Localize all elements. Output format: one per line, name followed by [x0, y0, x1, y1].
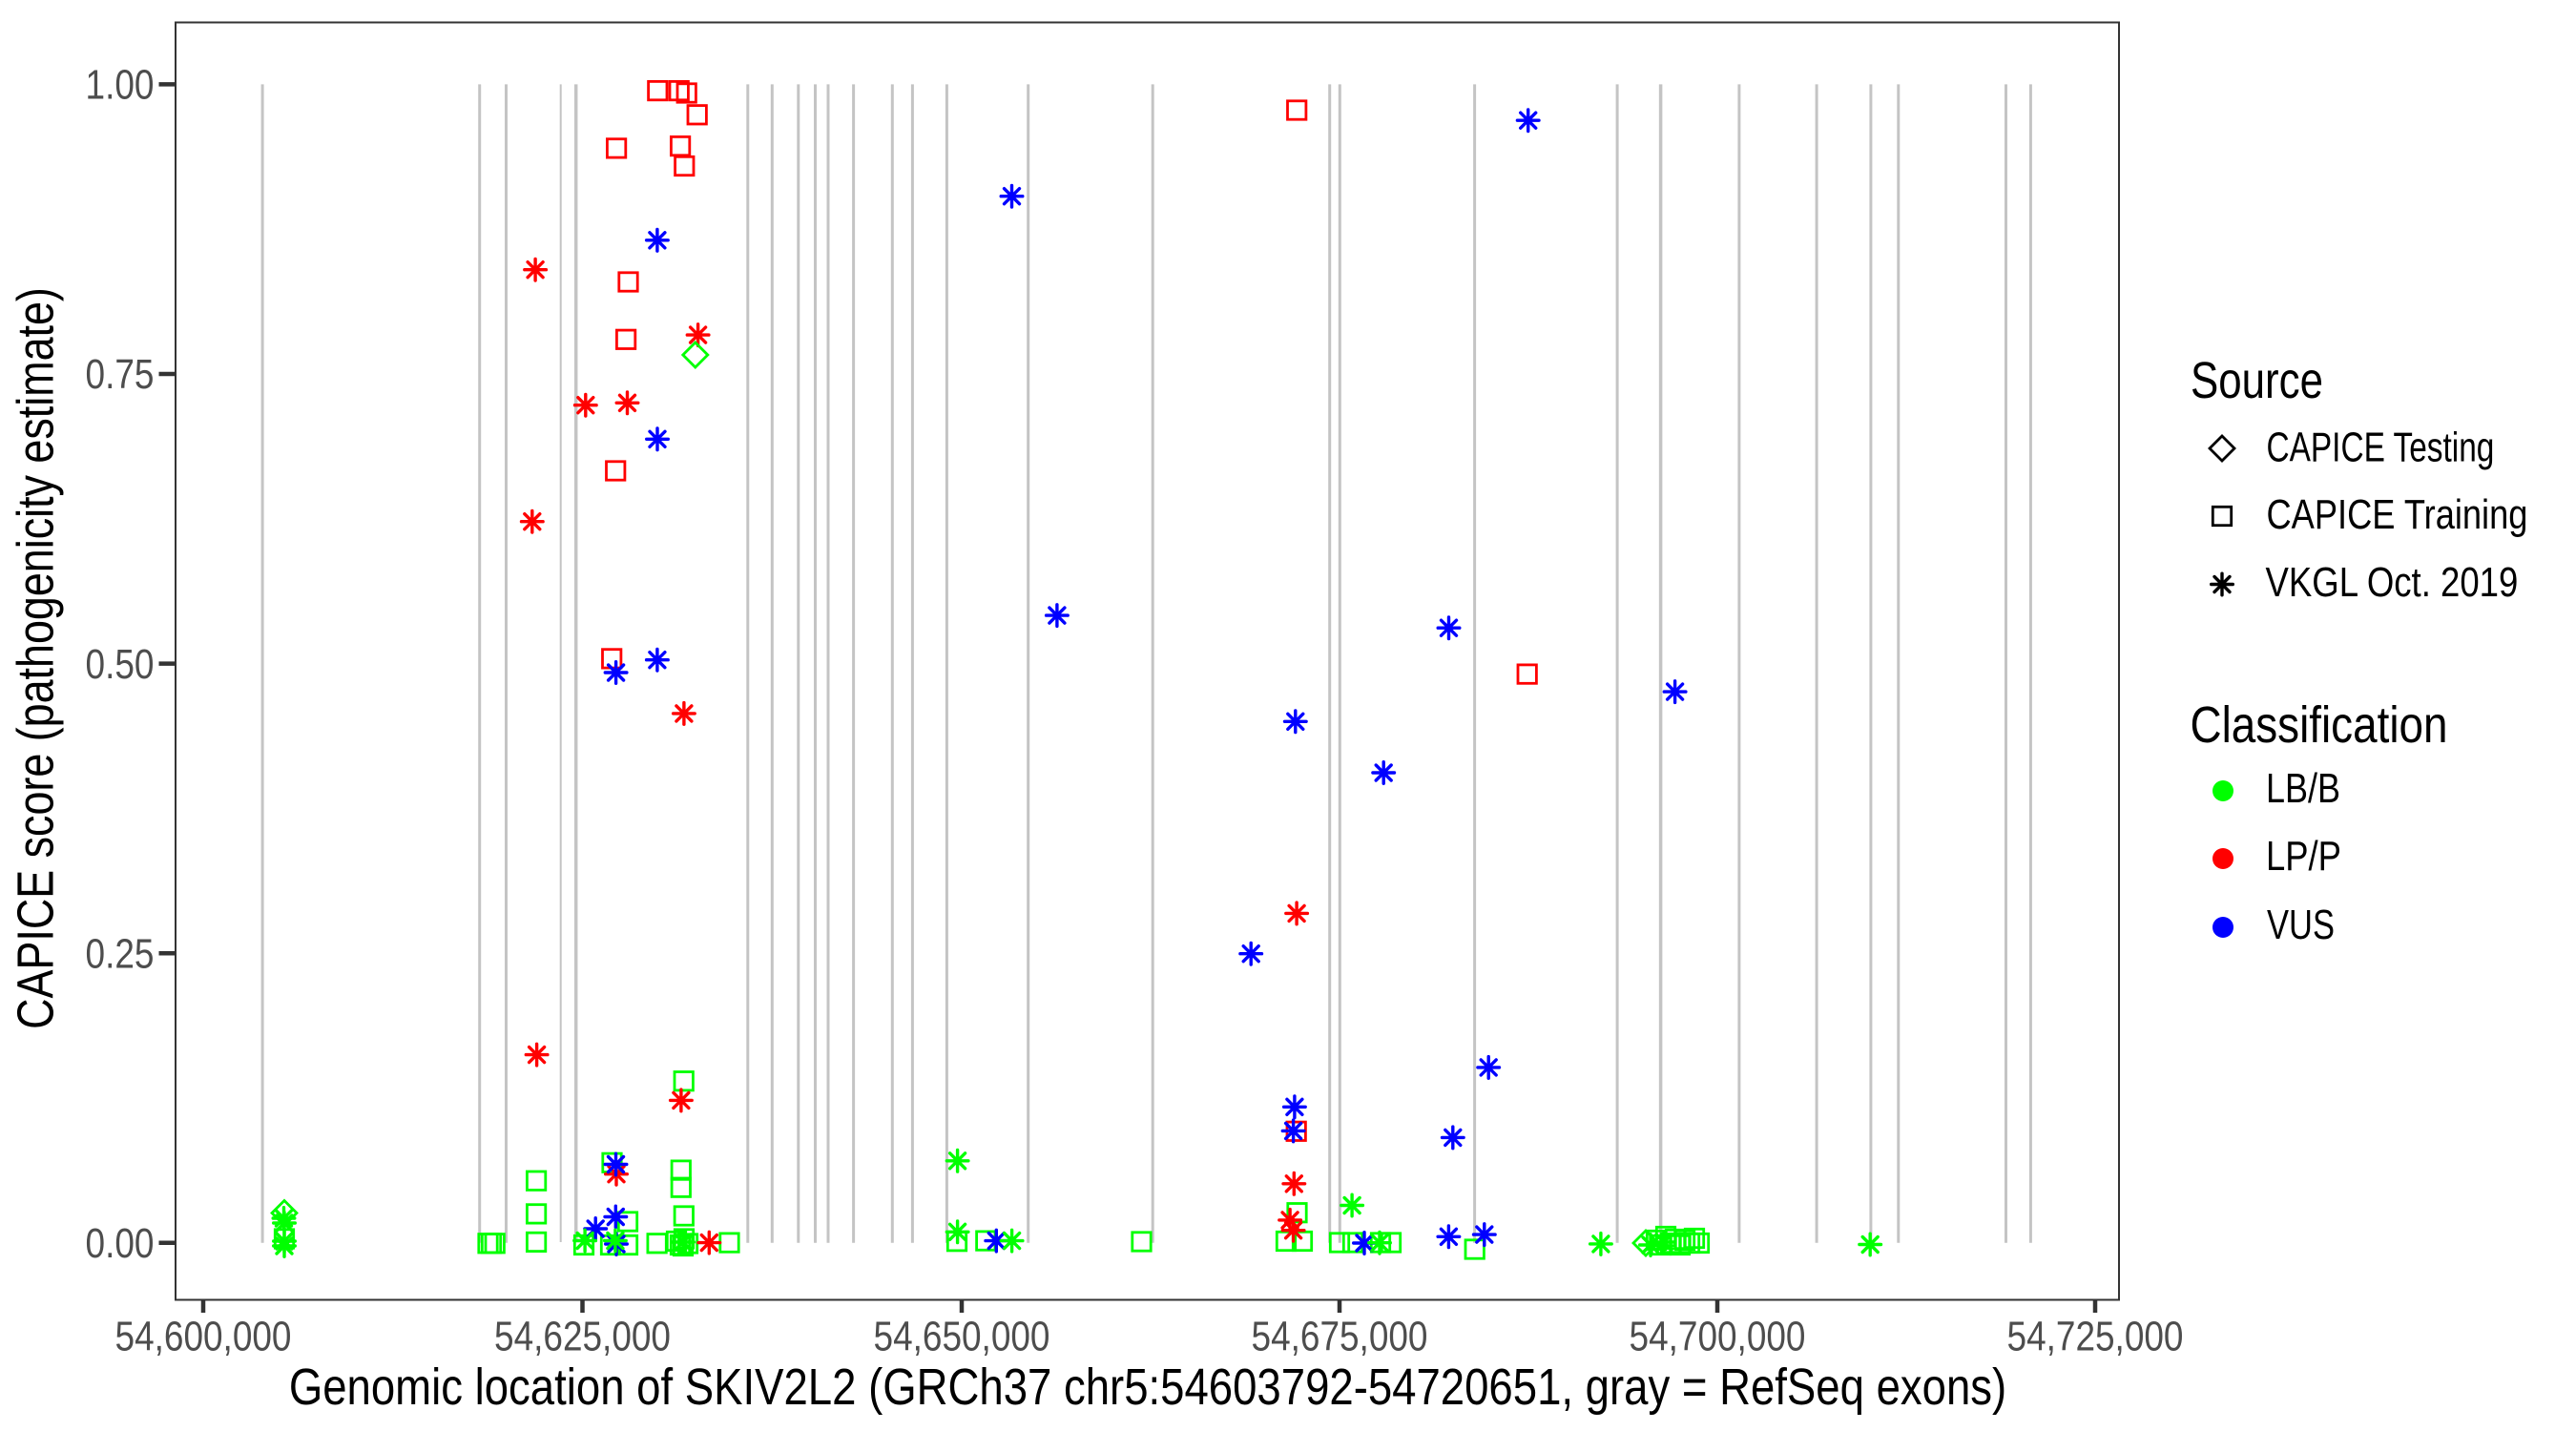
- svg-text:54,625,000: 54,625,000: [494, 1312, 671, 1359]
- svg-text:0.25: 0.25: [86, 929, 155, 977]
- svg-text:0.00: 0.00: [86, 1219, 155, 1267]
- svg-text:Classification: Classification: [2191, 695, 2448, 753]
- svg-text:VUS: VUS: [2267, 902, 2335, 948]
- svg-text:Genomic location of SKIV2L2 (G: Genomic location of SKIV2L2 (GRCh37 chr5…: [289, 1358, 2006, 1416]
- svg-text:CAPICE score (pathogenicity es: CAPICE score (pathogenicity estimate): [7, 287, 65, 1029]
- svg-text:54,600,000: 54,600,000: [115, 1312, 292, 1359]
- svg-text:0.50: 0.50: [86, 640, 155, 688]
- svg-text:VKGL Oct. 2019: VKGL Oct. 2019: [2266, 558, 2519, 606]
- svg-text:54,675,000: 54,675,000: [1252, 1312, 1428, 1359]
- svg-text:0.75: 0.75: [86, 350, 155, 398]
- svg-text:Source: Source: [2191, 352, 2323, 409]
- svg-text:LB/B: LB/B: [2266, 765, 2340, 812]
- svg-text:CAPICE Testing: CAPICE Testing: [2267, 425, 2495, 470]
- svg-text:1.00: 1.00: [86, 61, 155, 109]
- svg-text:54,725,000: 54,725,000: [2007, 1312, 2184, 1359]
- svg-text:54,700,000: 54,700,000: [1630, 1312, 1806, 1359]
- svg-text:54,650,000: 54,650,000: [874, 1312, 1050, 1359]
- svg-text:CAPICE Training: CAPICE Training: [2267, 491, 2528, 538]
- svg-text:LP/P: LP/P: [2266, 832, 2341, 880]
